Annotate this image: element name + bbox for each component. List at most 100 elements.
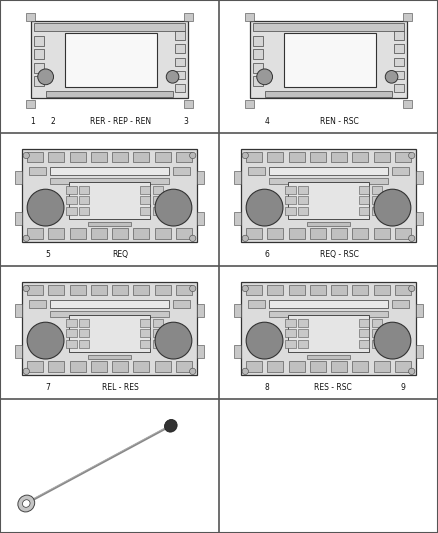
Bar [298, 329, 308, 337]
Bar [265, 91, 392, 97]
Circle shape [246, 189, 283, 226]
Bar [46, 91, 173, 97]
Bar [248, 300, 265, 308]
Bar [286, 319, 296, 327]
Bar [403, 13, 412, 20]
Bar [359, 319, 369, 327]
Bar [416, 304, 423, 317]
Bar [91, 361, 107, 372]
Bar [15, 212, 22, 225]
Bar [253, 49, 263, 59]
Bar [253, 62, 263, 72]
Text: REN - RSC: REN - RSC [320, 117, 359, 126]
Bar [153, 340, 163, 348]
Circle shape [23, 368, 29, 375]
Bar [22, 282, 197, 375]
Bar [395, 228, 411, 239]
Circle shape [409, 152, 415, 159]
Circle shape [257, 69, 272, 85]
Bar [248, 167, 265, 175]
Bar [269, 178, 388, 184]
Bar [267, 228, 283, 239]
Circle shape [23, 285, 29, 292]
Ellipse shape [22, 500, 30, 507]
Bar [253, 23, 404, 30]
Text: 4: 4 [265, 117, 270, 126]
Bar [155, 152, 171, 163]
Text: RES - RSC: RES - RSC [314, 383, 352, 392]
Bar [175, 31, 185, 40]
Bar [331, 152, 347, 163]
Bar [267, 285, 283, 295]
Ellipse shape [18, 495, 35, 512]
Bar [175, 71, 185, 79]
Bar [372, 197, 382, 204]
Bar [372, 319, 382, 327]
Bar [133, 361, 149, 372]
Bar [234, 212, 241, 225]
Bar [91, 285, 107, 295]
Bar [65, 33, 157, 87]
Bar [67, 319, 77, 327]
Bar [70, 228, 86, 239]
Bar [112, 361, 128, 372]
Bar [392, 167, 409, 175]
Circle shape [409, 235, 415, 241]
Bar [184, 13, 193, 20]
Circle shape [27, 322, 64, 359]
Bar [374, 152, 390, 163]
Bar [173, 167, 190, 175]
Bar [79, 329, 89, 337]
Bar [331, 285, 347, 295]
Bar [246, 228, 262, 239]
Bar [246, 361, 262, 372]
Bar [298, 340, 308, 348]
Bar [91, 228, 107, 239]
Circle shape [166, 70, 179, 83]
Bar [245, 100, 254, 108]
Text: 7: 7 [46, 383, 51, 392]
Bar [15, 345, 22, 358]
Bar [246, 152, 262, 163]
Bar [197, 171, 204, 184]
Bar [175, 84, 185, 92]
Bar [234, 345, 241, 358]
Bar [67, 340, 77, 348]
Bar [27, 285, 43, 295]
Bar [176, 152, 192, 163]
Bar [15, 304, 22, 317]
Bar [372, 340, 382, 348]
Bar [34, 23, 185, 30]
Bar [29, 300, 46, 308]
Bar [395, 285, 411, 295]
Bar [69, 314, 150, 352]
Bar [140, 197, 150, 204]
Circle shape [374, 322, 411, 359]
Bar [140, 340, 150, 348]
Bar [288, 314, 369, 352]
Text: REQ: REQ [113, 249, 128, 259]
Circle shape [190, 285, 196, 292]
Bar [416, 171, 423, 184]
Bar [26, 100, 35, 108]
Bar [250, 21, 407, 99]
Bar [307, 222, 350, 226]
Circle shape [38, 69, 53, 85]
Bar [352, 285, 368, 295]
Text: 9: 9 [400, 383, 406, 392]
Bar [79, 319, 89, 327]
Bar [34, 36, 44, 46]
Bar [153, 185, 163, 193]
Bar [286, 197, 296, 204]
Circle shape [385, 70, 398, 83]
Bar [173, 300, 190, 308]
Bar [298, 197, 308, 204]
Bar [175, 44, 185, 53]
Text: RER - REP - REN: RER - REP - REN [90, 117, 151, 126]
Bar [286, 340, 296, 348]
Bar [289, 361, 305, 372]
Bar [176, 361, 192, 372]
Bar [153, 197, 163, 204]
Bar [298, 207, 308, 215]
Circle shape [23, 152, 29, 159]
